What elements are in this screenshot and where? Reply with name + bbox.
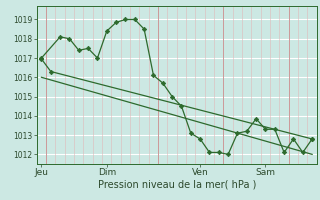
X-axis label: Pression niveau de la mer( hPa ): Pression niveau de la mer( hPa ) [98,180,256,190]
